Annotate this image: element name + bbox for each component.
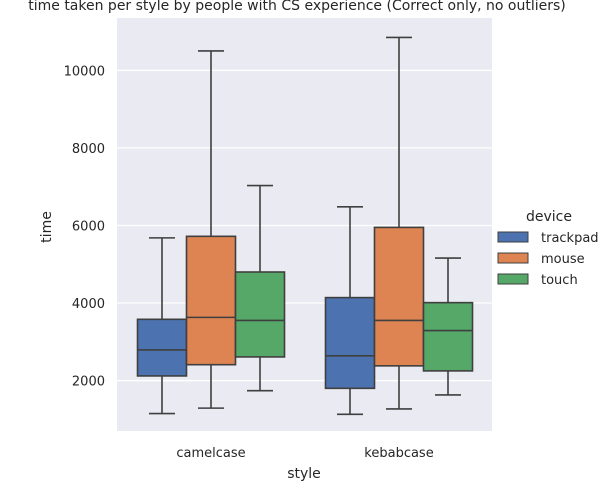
legend-swatch <box>497 252 529 264</box>
box-iqr <box>136 318 188 377</box>
box-mouse-kebabcase <box>373 36 425 410</box>
legend-swatch <box>497 273 529 285</box>
box-iqr <box>324 296 376 390</box>
legend-label: trackpad <box>541 231 599 246</box>
box-series <box>136 36 474 416</box>
x-axis-label: style <box>287 466 321 482</box>
chart-title: time taken per style by people with CS e… <box>28 0 566 14</box>
x-tick-label: kebabcase <box>364 446 433 461</box>
y-axis-label: time <box>39 211 55 243</box>
legend-title: device <box>526 209 572 225</box>
x-axis-ticks: camelcase kebabcase <box>176 446 433 461</box>
box-trackpad-kebabcase <box>324 206 376 416</box>
box-trackpad-camelcase <box>136 237 188 415</box>
y-tick-label: 4000 <box>72 297 105 312</box>
box-iqr <box>234 271 286 358</box>
legend-label: touch <box>541 273 578 288</box>
y-tick-label: 8000 <box>72 142 105 157</box>
box-iqr <box>185 235 237 366</box>
y-axis-ticks: 2000 4000 6000 8000 10000 <box>64 64 105 389</box>
legend-label: mouse <box>541 252 585 267</box>
box-touch-kebabcase <box>422 257 474 396</box>
box-mouse-camelcase <box>185 50 237 409</box>
gridlines <box>117 69 492 382</box>
y-tick-label: 10000 <box>64 64 105 79</box>
box-iqr <box>373 226 425 367</box>
legend-items: trackpad mouse touch <box>497 231 599 288</box>
x-tick-label: camelcase <box>176 446 245 461</box>
legend: device trackpad mouse touch <box>497 209 599 288</box>
box-touch-camelcase <box>234 184 286 392</box>
legend-swatch <box>497 231 529 243</box>
box-iqr <box>422 301 474 372</box>
y-tick-label: 2000 <box>72 375 105 390</box>
y-tick-label: 6000 <box>72 219 105 234</box>
